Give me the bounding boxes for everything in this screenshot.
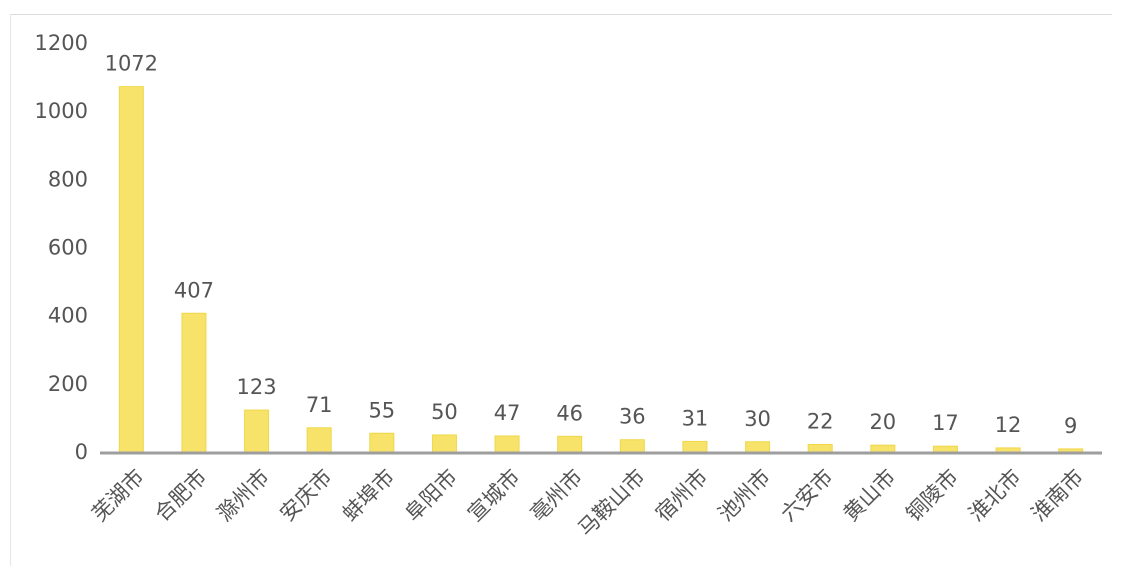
category-label: 六安市 <box>776 465 838 527</box>
bar <box>494 435 520 453</box>
y-tick-label: 400 <box>48 304 88 328</box>
data-label: 12 <box>995 413 1022 437</box>
category-label: 铜陵市 <box>901 465 963 527</box>
category-label: 安庆市 <box>275 465 337 527</box>
bar <box>932 445 958 453</box>
bar <box>745 441 771 453</box>
bar <box>807 444 833 453</box>
bar <box>619 439 645 453</box>
y-axis-ticks: 0 200 400 600 800 1000 1200 <box>35 31 88 464</box>
data-label: 50 <box>431 400 458 424</box>
y-tick-label: 1200 <box>35 31 88 55</box>
data-label: 36 <box>619 405 646 429</box>
data-label: 71 <box>306 393 333 417</box>
chart-frame <box>10 14 1112 566</box>
bar <box>870 444 896 453</box>
category-label: 阜阳市 <box>400 465 462 527</box>
data-label: 22 <box>807 410 834 434</box>
y-tick-label: 800 <box>48 167 88 191</box>
category-label: 芜湖市 <box>87 465 149 527</box>
data-label: 123 <box>237 375 277 399</box>
bar <box>118 86 144 453</box>
category-label: 亳州市 <box>526 465 588 527</box>
category-label: 淮南市 <box>1027 465 1089 527</box>
category-label: 宣城市 <box>463 465 525 527</box>
category-label: 合肥市 <box>150 465 212 527</box>
data-label: 20 <box>869 410 896 434</box>
category-label: 黄山市 <box>839 465 901 527</box>
data-label: 9 <box>1064 414 1077 438</box>
data-label: 1072 <box>105 52 158 76</box>
data-label: 30 <box>744 407 771 431</box>
bar <box>369 432 395 453</box>
category-label: 淮北市 <box>964 465 1026 527</box>
bar <box>682 440 708 453</box>
y-tick-label: 600 <box>48 236 88 260</box>
bar <box>244 409 270 453</box>
data-label: 31 <box>682 406 709 430</box>
data-label: 17 <box>932 411 959 435</box>
data-label: 47 <box>494 401 521 425</box>
category-label: 蚌埠市 <box>338 465 400 527</box>
bar <box>995 447 1021 453</box>
y-tick-label: 1000 <box>35 99 88 123</box>
data-label: 55 <box>368 398 395 422</box>
data-labels: 1072 407 123 71 55 50 47 46 36 31 30 22 20 17 12 9 <box>105 52 1078 438</box>
bar <box>431 434 457 453</box>
bar <box>306 427 332 453</box>
category-label: 滁州市 <box>213 465 275 527</box>
data-label: 46 <box>556 401 583 425</box>
y-tick-label: 0 <box>75 440 88 464</box>
category-label: 池州市 <box>714 465 776 527</box>
data-label: 407 <box>174 278 214 302</box>
y-tick-label: 200 <box>48 372 88 396</box>
bar <box>181 312 207 453</box>
category-label: 马鞍山市 <box>573 465 649 541</box>
bars <box>118 86 1084 453</box>
bar <box>557 435 583 453</box>
category-label: 宿州市 <box>651 465 713 527</box>
